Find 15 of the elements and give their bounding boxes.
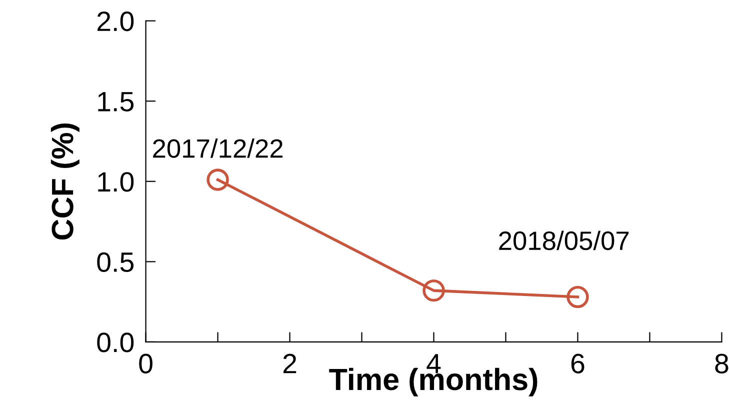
x-tick-label: 0 xyxy=(139,354,152,374)
y-tick-label: 1.0 xyxy=(98,172,134,192)
x-tick-label: 6 xyxy=(571,354,584,374)
y-tick-label: 2.0 xyxy=(97,12,134,32)
x-tick-label: 2 xyxy=(283,354,296,374)
point xyxy=(206,168,229,191)
y-tick-label: 0.0 xyxy=(97,332,134,352)
point xyxy=(422,279,445,302)
y-tick-label: 1.5 xyxy=(98,92,134,112)
y-axis-title: CCF (%) xyxy=(50,124,80,240)
annotation: 2017/12/22 xyxy=(153,138,283,158)
annotation: 2018/05/07 xyxy=(499,230,629,250)
x-tick-label: 8 xyxy=(715,354,728,374)
point xyxy=(566,286,589,308)
y-tick-label: 0.5 xyxy=(97,252,134,272)
